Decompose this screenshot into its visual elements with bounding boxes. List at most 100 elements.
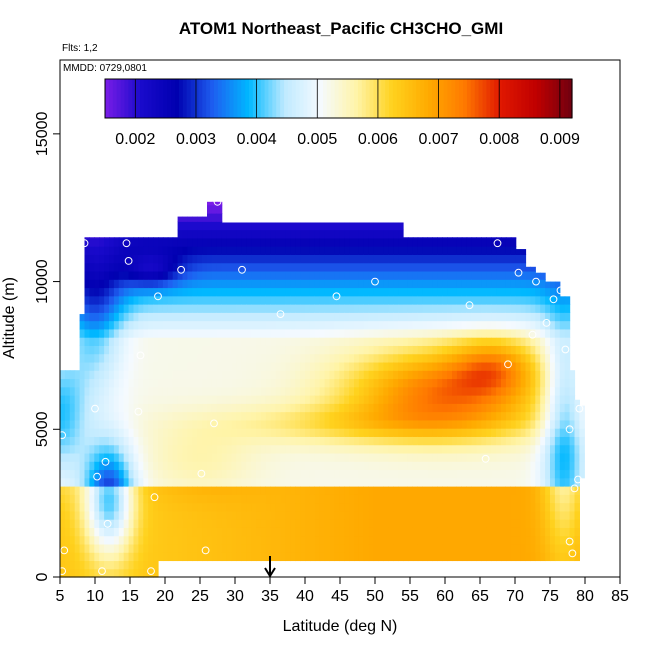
heatmap-cell: [295, 411, 301, 421]
heatmap-cell: [148, 436, 154, 446]
heatmap-cell: [118, 370, 125, 380]
heatmap-cell: [104, 378, 110, 388]
heatmap-cell: [471, 527, 478, 537]
heatmap-cell: [520, 419, 527, 429]
heatmap-cell: [564, 486, 571, 495]
heatmap-cell: [109, 444, 115, 454]
heatmap-cell: [466, 337, 473, 346]
heatmap-cell: [202, 452, 208, 462]
heatmap-cell: [329, 444, 335, 454]
heatmap-cell: [412, 237, 419, 247]
heatmap-cell: [383, 436, 389, 446]
heatmap-cell: [496, 361, 502, 371]
heatmap-cell: [554, 519, 561, 528]
heatmap-cell: [256, 262, 262, 272]
heatmap-cell: [358, 469, 365, 479]
heatmap-cell: [554, 395, 561, 404]
heatmap-cell: [153, 395, 159, 404]
heatmap-cell: [456, 519, 463, 528]
heatmap-cell: [505, 552, 512, 562]
heatmap-cell: [525, 270, 531, 280]
heatmap-cell: [329, 403, 335, 413]
heatmap-cell: [236, 262, 242, 272]
heatmap-cell: [113, 477, 120, 487]
heatmap-cell: [138, 246, 144, 255]
heatmap-cell: [535, 295, 541, 305]
heatmap-cell: [148, 279, 154, 289]
heatmap-cell: [339, 386, 345, 396]
heatmap-cell: [177, 370, 184, 380]
heatmap-cell: [554, 436, 561, 446]
heatmap-cell: [368, 237, 375, 247]
heatmap-cell: [309, 494, 316, 504]
heatmap-cell: [270, 370, 277, 380]
heatmap-cell: [422, 436, 429, 446]
heatmap-cell: [290, 295, 296, 305]
heatmap-cell: [554, 527, 561, 537]
heatmap-cell: [476, 543, 482, 553]
heatmap-cell: [388, 361, 394, 371]
heatmap-cell: [133, 337, 139, 346]
observation-points: [58, 197, 584, 575]
heatmap-cell: [530, 386, 536, 396]
heatmap-cell: [197, 246, 203, 255]
heatmap-cell: [545, 527, 551, 537]
heatmap-cell: [211, 386, 218, 396]
heatmap-cell: [104, 337, 110, 346]
heatmap-cell: [496, 312, 502, 322]
observation-point: [371, 277, 379, 286]
heatmap-cell: [231, 494, 237, 504]
heatmap-cell: [207, 204, 213, 214]
heatmap-cell: [290, 328, 296, 338]
heatmap-cell: [290, 254, 296, 264]
heatmap-cell: [109, 287, 115, 297]
heatmap-cell: [354, 262, 360, 272]
heatmap-cell: [427, 510, 433, 520]
heatmap-cell: [432, 535, 438, 545]
heatmap-cell: [231, 222, 237, 231]
heatmap-cell: [109, 386, 115, 396]
heatmap-cell: [324, 494, 331, 504]
heatmap-cell: [398, 295, 404, 305]
heatmap-cell: [143, 304, 149, 313]
heatmap-cell: [265, 436, 272, 446]
heatmap-cell: [437, 469, 443, 479]
heatmap-cell: [236, 361, 242, 371]
heatmap-cell: [486, 461, 492, 471]
heatmap-cell: [554, 345, 561, 355]
heatmap-cell: [363, 519, 370, 528]
heatmap-cell: [241, 279, 247, 289]
heatmap-cell: [427, 361, 433, 371]
heatmap-cell: [334, 246, 340, 255]
heatmap-cell: [231, 246, 237, 255]
heatmap-cell: [265, 246, 272, 255]
heatmap-cell: [305, 527, 311, 537]
heatmap-cell: [260, 378, 267, 388]
heatmap-cell: [520, 353, 527, 363]
heatmap-cell: [207, 213, 213, 222]
heatmap-cell: [290, 312, 296, 322]
heatmap-cell: [324, 519, 331, 528]
heatmap-cell: [221, 337, 228, 346]
heatmap-cell: [182, 216, 188, 222]
heatmap-cell: [265, 378, 272, 388]
heatmap-cell: [187, 552, 193, 562]
heatmap-cell: [138, 304, 144, 313]
heatmap-cell: [373, 395, 380, 404]
heatmap-cell: [407, 270, 414, 280]
heatmap-cell: [211, 204, 218, 214]
heatmap-cell: [251, 345, 257, 355]
heatmap-cell: [344, 279, 350, 289]
heatmap-cell: [363, 279, 370, 289]
heatmap-cell: [275, 287, 282, 297]
heatmap-cell: [398, 452, 404, 462]
heatmap-cell: [486, 295, 492, 305]
heatmap-cell: [398, 461, 404, 471]
heatmap-cell: [476, 502, 482, 512]
heatmap-cell: [64, 510, 71, 520]
heatmap-cell: [471, 452, 478, 462]
heatmap-cell: [280, 519, 286, 528]
heatmap-cell: [422, 461, 429, 471]
heatmap-cell: [324, 237, 331, 247]
heatmap-cell: [349, 254, 355, 264]
